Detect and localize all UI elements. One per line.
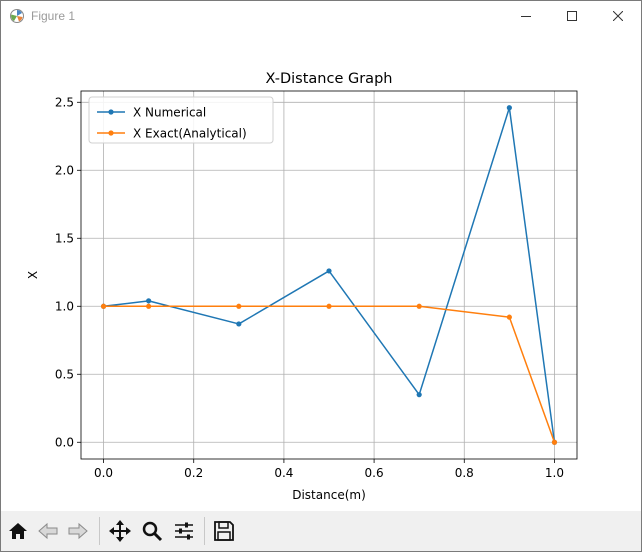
navigation-toolbar: [1, 511, 641, 551]
home-icon: [9, 523, 27, 539]
legend-marker: [108, 130, 114, 136]
legend: [88, 96, 274, 144]
data-point: [506, 314, 512, 320]
data-point: [506, 105, 512, 111]
x-tick-label: 1.0: [545, 466, 564, 480]
y-axis-label: X: [26, 271, 40, 279]
data-point: [551, 439, 558, 445]
x-axis-label: Distance(m): [292, 488, 366, 502]
window-title: Figure 1: [31, 9, 76, 23]
figure-canvas[interactable]: 0.0 0.2 0.4 0.6 0.8 1.0 0.0 0.5 1.0 1.5 2.0 2.5 X-Di…: [1, 31, 641, 511]
zoom-button[interactable]: [139, 518, 165, 544]
y-tick-label: 2.5: [55, 95, 74, 109]
data-point: [236, 321, 242, 327]
minimize-icon: [521, 16, 531, 17]
legend-marker: [108, 109, 114, 115]
data-point: [236, 303, 242, 309]
close-button[interactable]: [595, 1, 641, 31]
data-point: [100, 303, 107, 309]
minimize-button[interactable]: [503, 1, 549, 31]
data-point: [146, 303, 152, 309]
maximize-button[interactable]: [549, 1, 595, 31]
data-point: [416, 392, 422, 398]
y-tick-label: 1.0: [55, 299, 74, 313]
maximize-icon: [567, 11, 577, 21]
back-button[interactable]: [35, 518, 61, 544]
matplotlib-logo-icon: [10, 9, 24, 23]
toolbar-separator: [99, 517, 100, 545]
x-tick-label: 0.8: [455, 466, 474, 480]
x-tick-label: 0.0: [94, 466, 113, 480]
legend-label: X Numerical: [133, 106, 206, 120]
pan-button[interactable]: [107, 518, 133, 544]
title-bar[interactable]: Figure 1: [1, 1, 641, 31]
y-tick-label: 1.5: [55, 231, 74, 245]
pan-icon: [109, 520, 131, 542]
x-tick-label: 0.4: [274, 466, 293, 480]
zoom-icon: [142, 521, 163, 542]
close-icon: [613, 11, 623, 21]
chart[interactable]: 0.0 0.2 0.4 0.6 0.8 1.0 0.0 0.5 1.0 1.5 2.0 2.5 X-Di…: [1, 31, 641, 511]
data-point: [326, 268, 332, 274]
axes-frame: [80, 90, 578, 460]
y-tick-label: 0.0: [55, 435, 74, 449]
data-point: [146, 298, 152, 304]
forward-button[interactable]: [65, 518, 91, 544]
data-point: [416, 303, 422, 309]
chart-title: X-Distance Graph: [266, 71, 393, 87]
configure-subplots-button[interactable]: [171, 518, 197, 544]
save-icon: [214, 521, 234, 541]
toolbar-separator: [204, 517, 205, 545]
forward-icon: [68, 522, 88, 540]
save-button[interactable]: [211, 518, 237, 544]
legend-label: X Exact(Analytical): [133, 127, 247, 141]
x-tick-label: 0.6: [365, 466, 384, 480]
data-point: [326, 303, 332, 309]
x-tick-label: 0.2: [184, 466, 203, 480]
home-button[interactable]: [5, 518, 31, 544]
y-tick-label: 2.0: [55, 163, 74, 177]
axes-background: [81, 91, 577, 459]
y-tick-label: 0.5: [55, 367, 74, 381]
back-icon: [38, 522, 58, 540]
configure-subplots-icon: [175, 522, 193, 540]
